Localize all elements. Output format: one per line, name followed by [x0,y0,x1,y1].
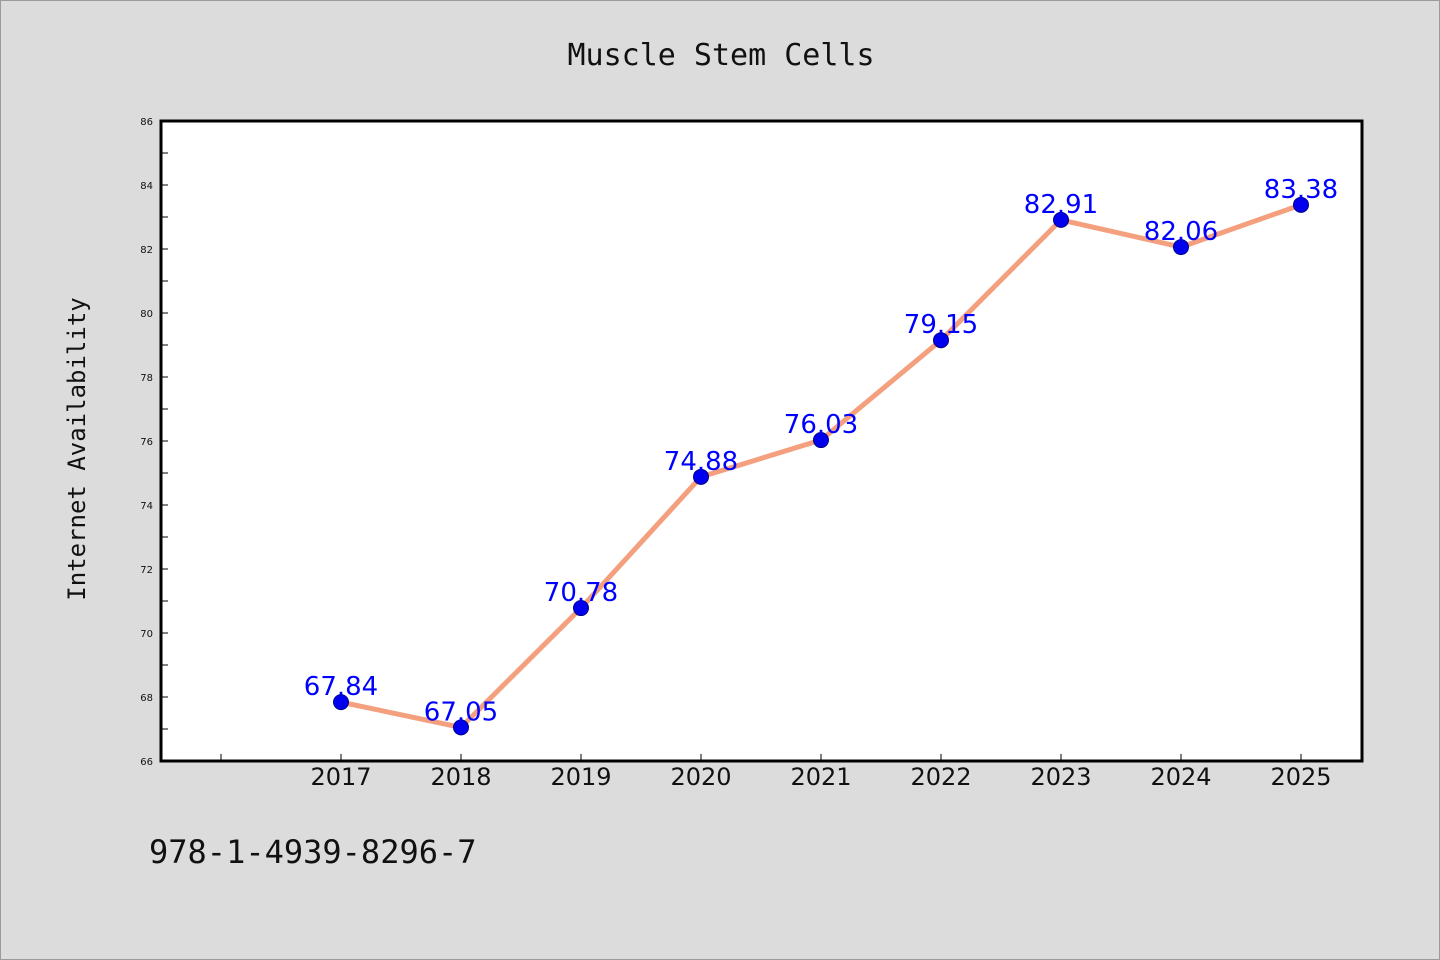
data-label: 74.88 [664,447,738,477]
y-tick-label: 68 [140,693,153,704]
x-tick-label: 2022 [910,763,971,791]
y-tick-label: 86 [140,117,153,128]
series-markers [333,196,1309,736]
x-axis-ticks: 2017 2018 2019 2020 2021 2022 2023 2024 2025 [220,754,1332,791]
data-label: 67.05 [424,697,498,727]
isbn-footer: 978-1-4939-8296-7 [149,833,477,871]
y-tick-label: 66 [140,757,153,768]
data-label: 67.84 [304,672,378,702]
data-point [813,432,829,449]
plot-area [159,119,1364,763]
x-tick-label: 2019 [550,763,611,791]
data-point [573,600,589,617]
x-tick-label: 2025 [1270,763,1331,791]
data-label: 83.38 [1264,175,1338,205]
data-point [933,332,949,349]
y-tick-label: 80 [140,309,153,320]
y-tick-label: 78 [140,373,153,384]
y-tick-label: 70 [140,629,153,640]
data-point [333,694,349,711]
y-tick-label: 82 [140,245,153,256]
chart-title: Muscle Stem Cells [567,38,874,73]
data-point [1293,196,1309,213]
x-tick-label: 2023 [1030,763,1091,791]
x-tick-label: 2017 [310,763,371,791]
y-axis-label: Internet Availability [63,297,91,600]
y-axis-ticks: 66 68 70 72 74 76 78 80 82 84 86 [140,117,168,768]
x-tick-label: 2021 [790,763,851,791]
y-tick-label: 76 [140,437,153,448]
y-tick-label: 84 [140,181,153,192]
y-tick-label: 72 [140,565,153,576]
x-tick-label: 2024 [1150,763,1211,791]
data-label: 70.78 [544,578,618,608]
data-label: 82.06 [1144,217,1218,247]
data-point [1173,239,1189,256]
y-tick-label: 74 [140,501,153,512]
data-label: 79.15 [904,310,978,340]
data-label: 76.03 [784,410,858,440]
data-point [453,719,469,736]
data-point [693,468,709,485]
data-labels: 67.84 67.05 70.78 74.88 76.03 79.15 82.91 82.06… [304,175,1338,728]
data-point [1053,211,1069,228]
x-tick-label: 2020 [670,763,731,791]
x-tick-label: 2018 [430,763,491,791]
data-label: 82.91 [1024,190,1098,220]
